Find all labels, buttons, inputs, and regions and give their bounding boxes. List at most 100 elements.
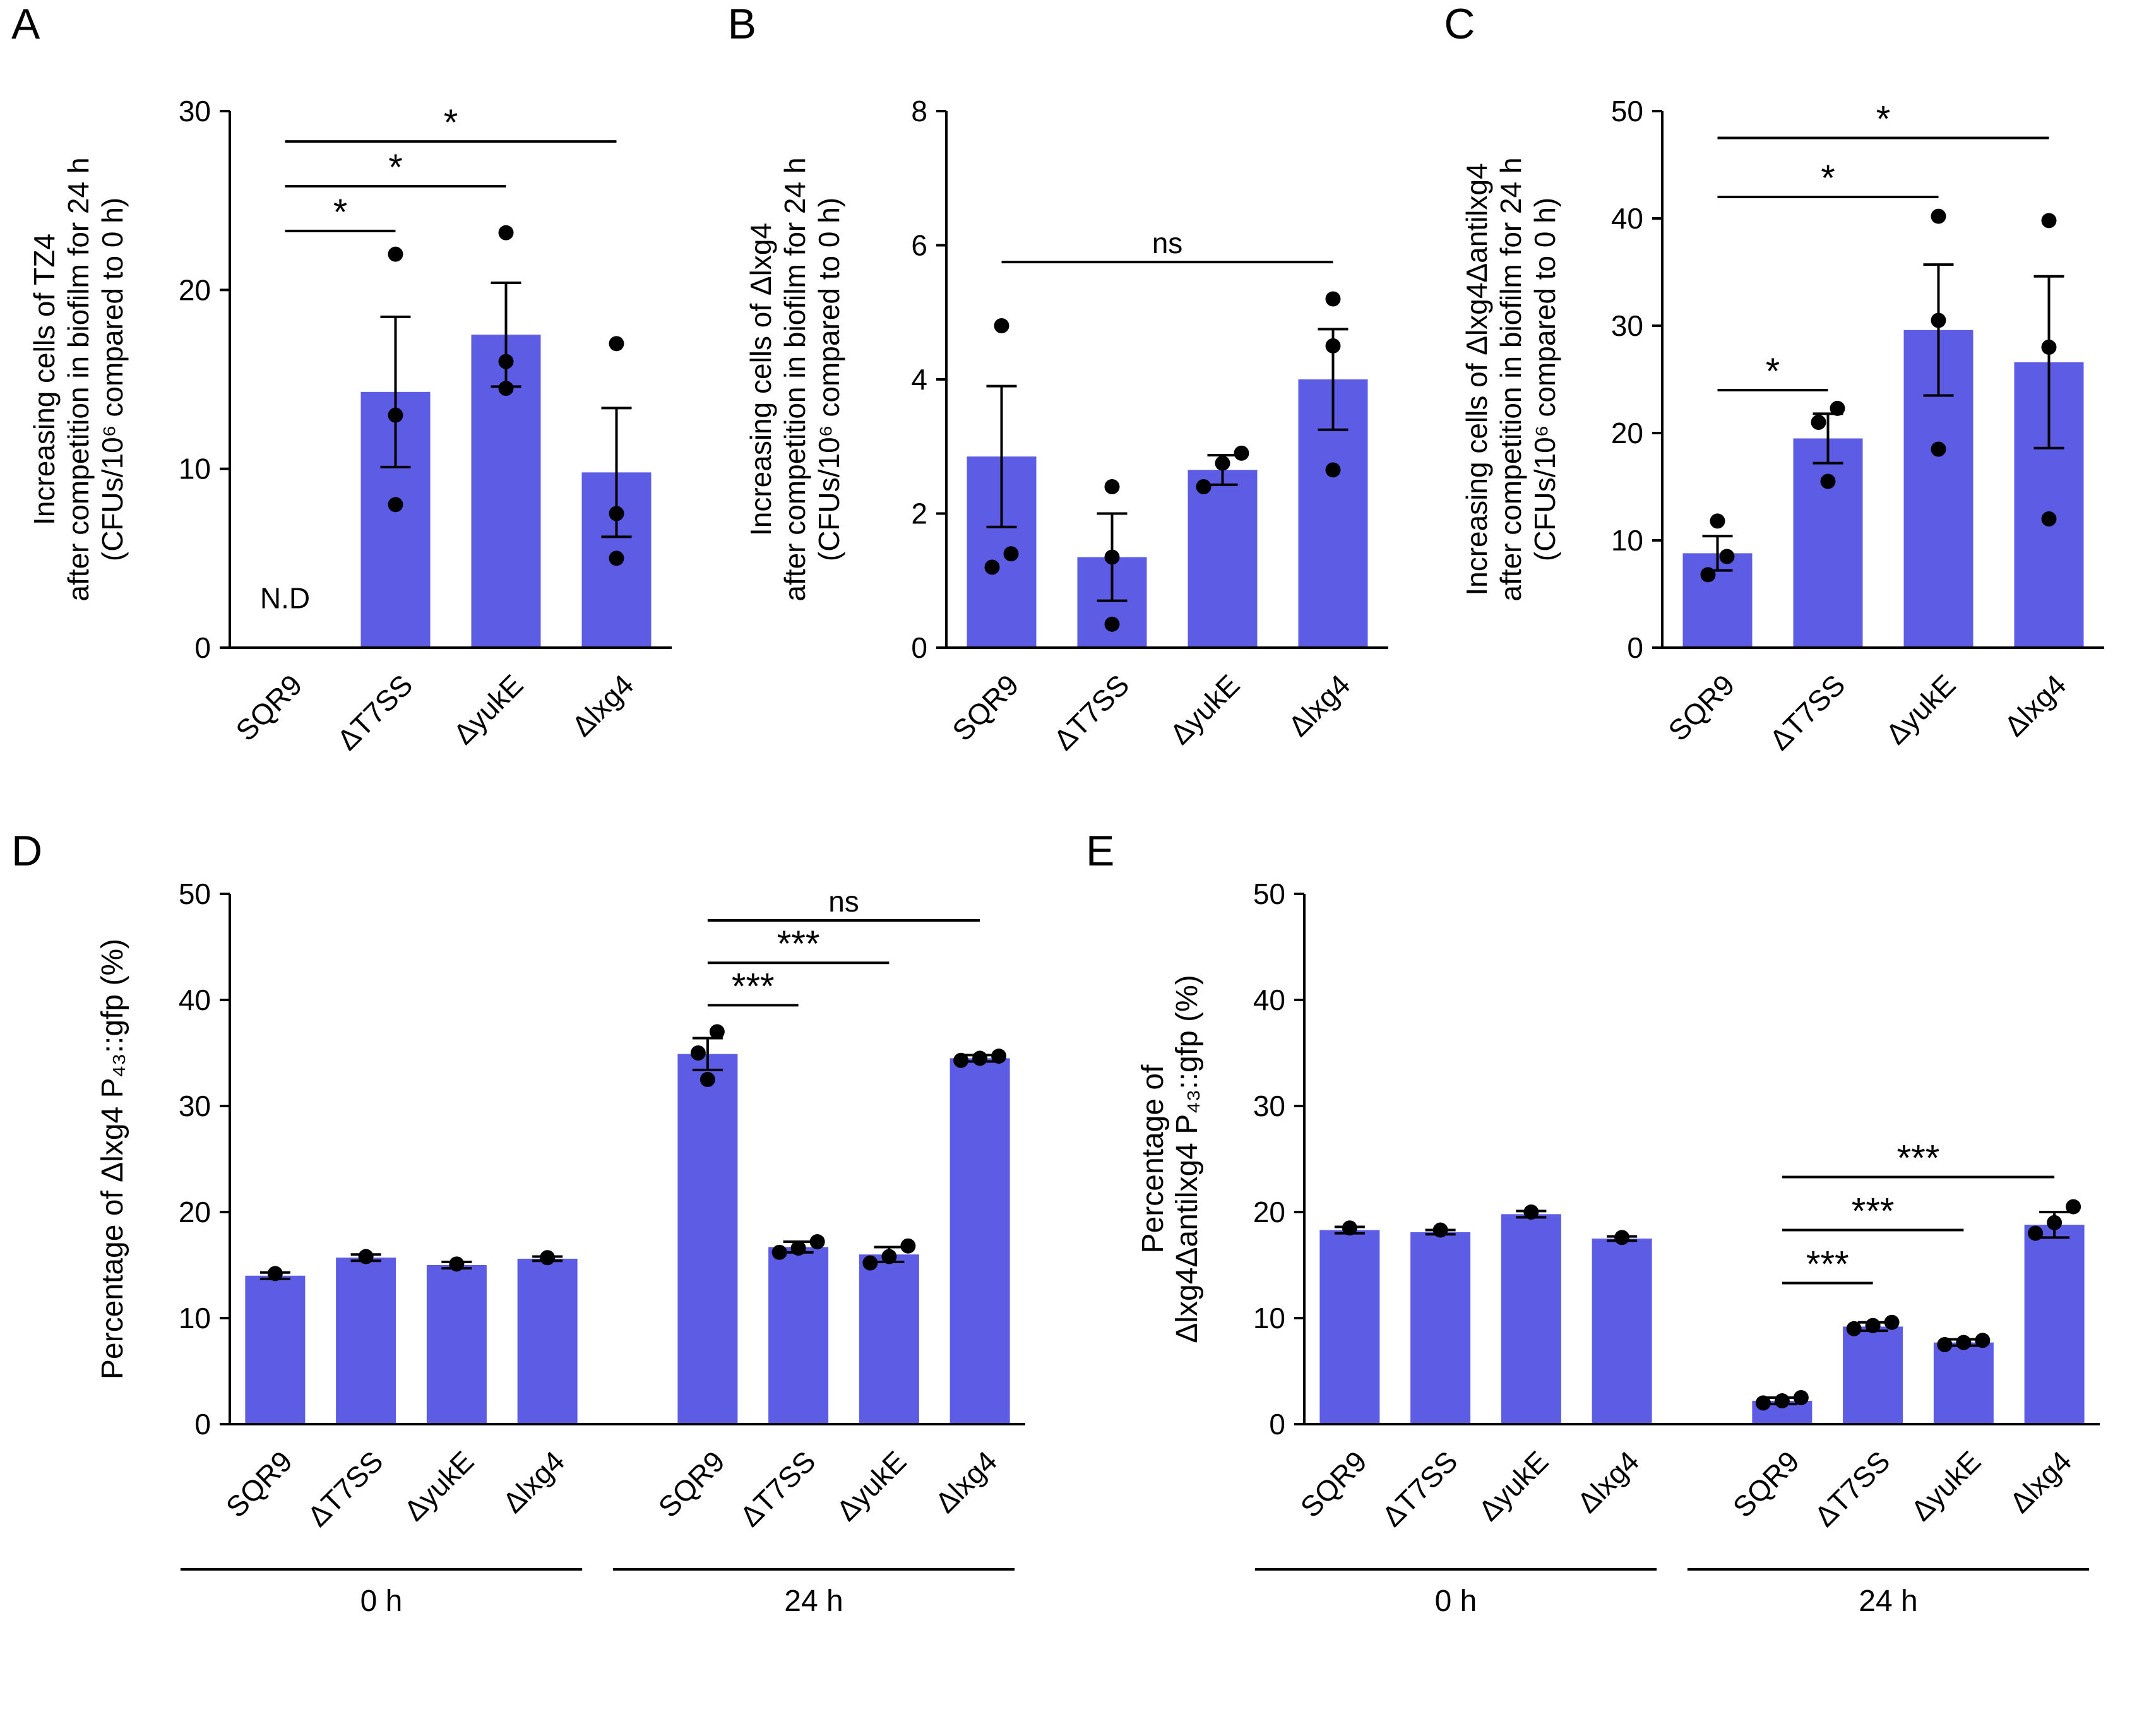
svg-text:50: 50 <box>179 877 211 910</box>
panel-E: E Percentage of Δlxg4Δantilxg4 P₄₃::gfp (… <box>1074 827 2149 1736</box>
panel-A: A Increasing cells of TZ4 after competiti… <box>0 0 717 827</box>
svg-text:ns: ns <box>1152 227 1182 259</box>
svg-text:SQR9: SQR9 <box>652 1444 731 1523</box>
svg-text:ΔyukE: ΔyukE <box>1879 668 1962 751</box>
svg-text:*: * <box>1876 99 1891 140</box>
svg-text:10: 10 <box>1253 1302 1285 1335</box>
top-row: A Increasing cells of TZ4 after competiti… <box>0 0 2149 827</box>
svg-text:SQR9: SQR9 <box>946 668 1025 747</box>
panel-label-B: B <box>727 0 757 48</box>
svg-text:40: 40 <box>1253 984 1285 1016</box>
svg-text:ΔyukE: ΔyukE <box>447 668 530 751</box>
panel-B: B Increasing cells of Δlxg4 after competi… <box>717 0 1433 827</box>
svg-text:0: 0 <box>1628 631 1644 664</box>
svg-text:6: 6 <box>911 229 927 262</box>
svg-text:SQR9: SQR9 <box>1662 668 1741 747</box>
svg-text:ΔT7SS: ΔT7SS <box>1808 1444 1896 1533</box>
panel-label-A: A <box>11 0 40 48</box>
svg-text:ΔT7SS: ΔT7SS <box>1763 668 1852 756</box>
svg-text:2: 2 <box>911 497 927 530</box>
svg-text:Δlxg4Δantilxg4 P₄₃::gfp (%): Δlxg4Δantilxg4 P₄₃::gfp (%) <box>1170 975 1204 1343</box>
svg-text:10: 10 <box>179 453 211 485</box>
svg-text:***: *** <box>1806 1244 1849 1285</box>
svg-text:***: *** <box>777 924 820 965</box>
svg-text:Percentage of Δlxg4 P₄₃::gfp (: Percentage of Δlxg4 P₄₃::gfp (%) <box>96 939 129 1379</box>
svg-text:ΔT7SS: ΔT7SS <box>301 1444 390 1533</box>
svg-text:SQR9: SQR9 <box>1294 1444 1373 1523</box>
svg-text:***: *** <box>1852 1191 1895 1232</box>
svg-text:Increasing cells of TZ4: Increasing cells of TZ4 <box>28 234 61 525</box>
svg-text:Δlxg4: Δlxg4 <box>1998 668 2073 742</box>
svg-text:ns: ns <box>828 885 859 918</box>
svg-text:Δlxg4: Δlxg4 <box>565 668 640 742</box>
svg-text:0: 0 <box>194 631 211 664</box>
svg-text:0 h: 0 h <box>360 1584 403 1618</box>
svg-text:SQR9: SQR9 <box>229 668 308 747</box>
svg-text:(CFUs/10⁶ compared to 0 h): (CFUs/10⁶ compared to 0 h) <box>813 198 845 561</box>
svg-text:0: 0 <box>911 631 927 664</box>
svg-text:N.D: N.D <box>260 582 310 615</box>
svg-text:4: 4 <box>911 363 927 396</box>
svg-text:*: * <box>444 102 458 143</box>
svg-text:30: 30 <box>1611 309 1643 342</box>
svg-text:8: 8 <box>911 95 927 128</box>
svg-text:ΔT7SS: ΔT7SS <box>331 668 419 756</box>
svg-text:ΔyukE: ΔyukE <box>1472 1444 1555 1527</box>
svg-text:30: 30 <box>179 95 211 128</box>
svg-text:(CFUs/10⁶ compared to 0 h): (CFUs/10⁶ compared to 0 h) <box>1528 198 1561 561</box>
svg-text:Δlxg4: Δlxg4 <box>1571 1444 1645 1519</box>
svg-text:ΔyukE: ΔyukE <box>830 1444 913 1527</box>
svg-text:*: * <box>1766 351 1780 392</box>
svg-text:Δlxg4: Δlxg4 <box>2003 1444 2078 1519</box>
svg-text:20: 20 <box>179 1196 211 1228</box>
bottom-row: D Percentage of Δlxg4 P₄₃::gfp (%) SQR9 ΔT… <box>0 827 2149 1736</box>
svg-text:SQR9: SQR9 <box>220 1444 299 1523</box>
svg-text:0: 0 <box>1269 1408 1285 1441</box>
svg-text:***: *** <box>732 966 775 1007</box>
svg-text:40: 40 <box>1611 202 1643 235</box>
svg-text:ΔyukE: ΔyukE <box>1905 1444 1987 1527</box>
svg-text:ΔT7SS: ΔT7SS <box>1376 1444 1464 1533</box>
svg-text:Increasing cells of Δlxg4: Increasing cells of Δlxg4 <box>744 223 777 536</box>
svg-text:ΔT7SS: ΔT7SS <box>734 1444 822 1533</box>
panel-C: C Increasing cells of Δlxg4Δantilxg4 afte… <box>1432 0 2149 827</box>
svg-text:20: 20 <box>1611 417 1643 449</box>
chart-B: Increasing cells of Δlxg4 after competiti… <box>744 95 1388 756</box>
svg-text:Δlxg4: Δlxg4 <box>496 1444 571 1519</box>
svg-text:0 h: 0 h <box>1435 1584 1477 1618</box>
svg-text:24 h: 24 h <box>784 1584 843 1618</box>
svg-text:Δlxg4: Δlxg4 <box>1282 668 1356 742</box>
svg-text:Percentage of: Percentage of <box>1136 1064 1170 1254</box>
svg-text:after competition in biofilm f: after competition in biofilm for 24 h <box>1494 157 1527 601</box>
svg-text:24 h: 24 h <box>1859 1584 1917 1618</box>
svg-text:ΔyukE: ΔyukE <box>1163 668 1246 751</box>
svg-text:after competition in biofilm f: after competition in biofilm for 24 h <box>778 157 811 601</box>
chart-A: Increasing cells of TZ4 after competition… <box>28 95 672 756</box>
svg-text:ΔT7SS: ΔT7SS <box>1047 668 1135 756</box>
svg-text:50: 50 <box>1611 95 1643 128</box>
svg-text:30: 30 <box>1253 1090 1285 1122</box>
svg-text:0: 0 <box>194 1408 211 1441</box>
panel-label-E: E <box>1086 827 1115 875</box>
panel-D: D Percentage of Δlxg4 P₄₃::gfp (%) SQR9 ΔT… <box>0 827 1074 1736</box>
svg-text:*: * <box>388 147 403 188</box>
chart-D: Percentage of Δlxg4 P₄₃::gfp (%)SQR9 ΔT7S… <box>96 877 1025 1618</box>
svg-text:40: 40 <box>179 984 211 1016</box>
svg-text:10: 10 <box>1611 524 1643 557</box>
svg-text:30: 30 <box>179 1090 211 1122</box>
svg-text:(CFUs/10⁶ compared to 0 h): (CFUs/10⁶ compared to 0 h) <box>96 198 129 561</box>
svg-text:ΔyukE: ΔyukE <box>398 1444 480 1527</box>
svg-text:Increasing cells of Δlxg4Δanti: Increasing cells of Δlxg4Δantilxg4 <box>1460 163 1493 595</box>
chart-E: Percentage of Δlxg4Δantilxg4 P₄₃::gfp (%)… <box>1136 877 2100 1618</box>
panel-label-C: C <box>1444 0 1475 48</box>
svg-text:*: * <box>1821 158 1836 199</box>
svg-text:20: 20 <box>1253 1196 1285 1228</box>
svg-text:SQR9: SQR9 <box>1727 1444 1806 1523</box>
svg-text:50: 50 <box>1253 877 1285 910</box>
svg-text:20: 20 <box>179 273 211 306</box>
svg-text:Δlxg4: Δlxg4 <box>929 1444 1003 1519</box>
svg-text:10: 10 <box>179 1302 211 1335</box>
svg-text:*: * <box>333 192 348 233</box>
svg-text:after competition in biofilm f: after competition in biofilm for 24 h <box>62 157 95 601</box>
